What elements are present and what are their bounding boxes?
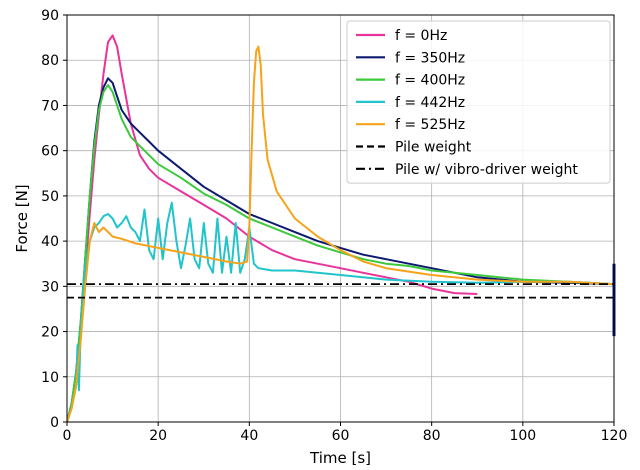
axes: 0 20 40 60 80 100 120 0 10 20 30 40 50 60 70 80 90	[41, 8, 627, 444]
x-tick-label: 40	[240, 428, 258, 444]
series-line-3	[67, 84, 614, 422]
legend-label: f = 350Hz	[395, 50, 465, 66]
y-axis-label: Force [N]	[13, 184, 31, 252]
y-tick-label: 0	[50, 415, 59, 431]
y-tick-label: 40	[41, 234, 59, 250]
y-tick-label: 70	[41, 98, 59, 114]
y-tick-label: 20	[41, 325, 59, 341]
x-tick-label: 60	[332, 428, 350, 444]
x-tick-label: 20	[149, 428, 167, 444]
x-tick-label: 100	[509, 428, 536, 444]
x-axis-label: Time [s]	[309, 449, 371, 467]
series-line-1	[67, 34, 478, 422]
legend-label: Pile weight	[395, 140, 472, 156]
series-line-5	[67, 45, 614, 422]
x-tick-label: 80	[423, 428, 441, 444]
legend: f = 0Hz f = 350Hz f = 400Hz f = 442Hz f = 52…	[346, 20, 611, 184]
y-tick-label: 30	[41, 279, 59, 295]
legend-label: Pile w/ vibro-driver weight	[395, 162, 578, 178]
legend-label: f = 400Hz	[395, 73, 465, 89]
y-tick-label: 60	[41, 144, 59, 160]
y-tick-label: 90	[41, 8, 59, 24]
legend-label: f = 442Hz	[395, 95, 465, 111]
legend-label: f = 525Hz	[395, 117, 465, 133]
legend-label: f = 0Hz	[395, 28, 447, 44]
series-line-4	[67, 201, 614, 422]
y-tick-label: 10	[41, 370, 59, 386]
y-tick-label: 50	[41, 189, 59, 205]
legend-box	[346, 20, 611, 184]
series-lines	[67, 34, 614, 422]
x-tick-label: 120	[601, 428, 628, 444]
y-tick-label: 80	[41, 53, 59, 69]
x-tick-label: 0	[63, 428, 72, 444]
